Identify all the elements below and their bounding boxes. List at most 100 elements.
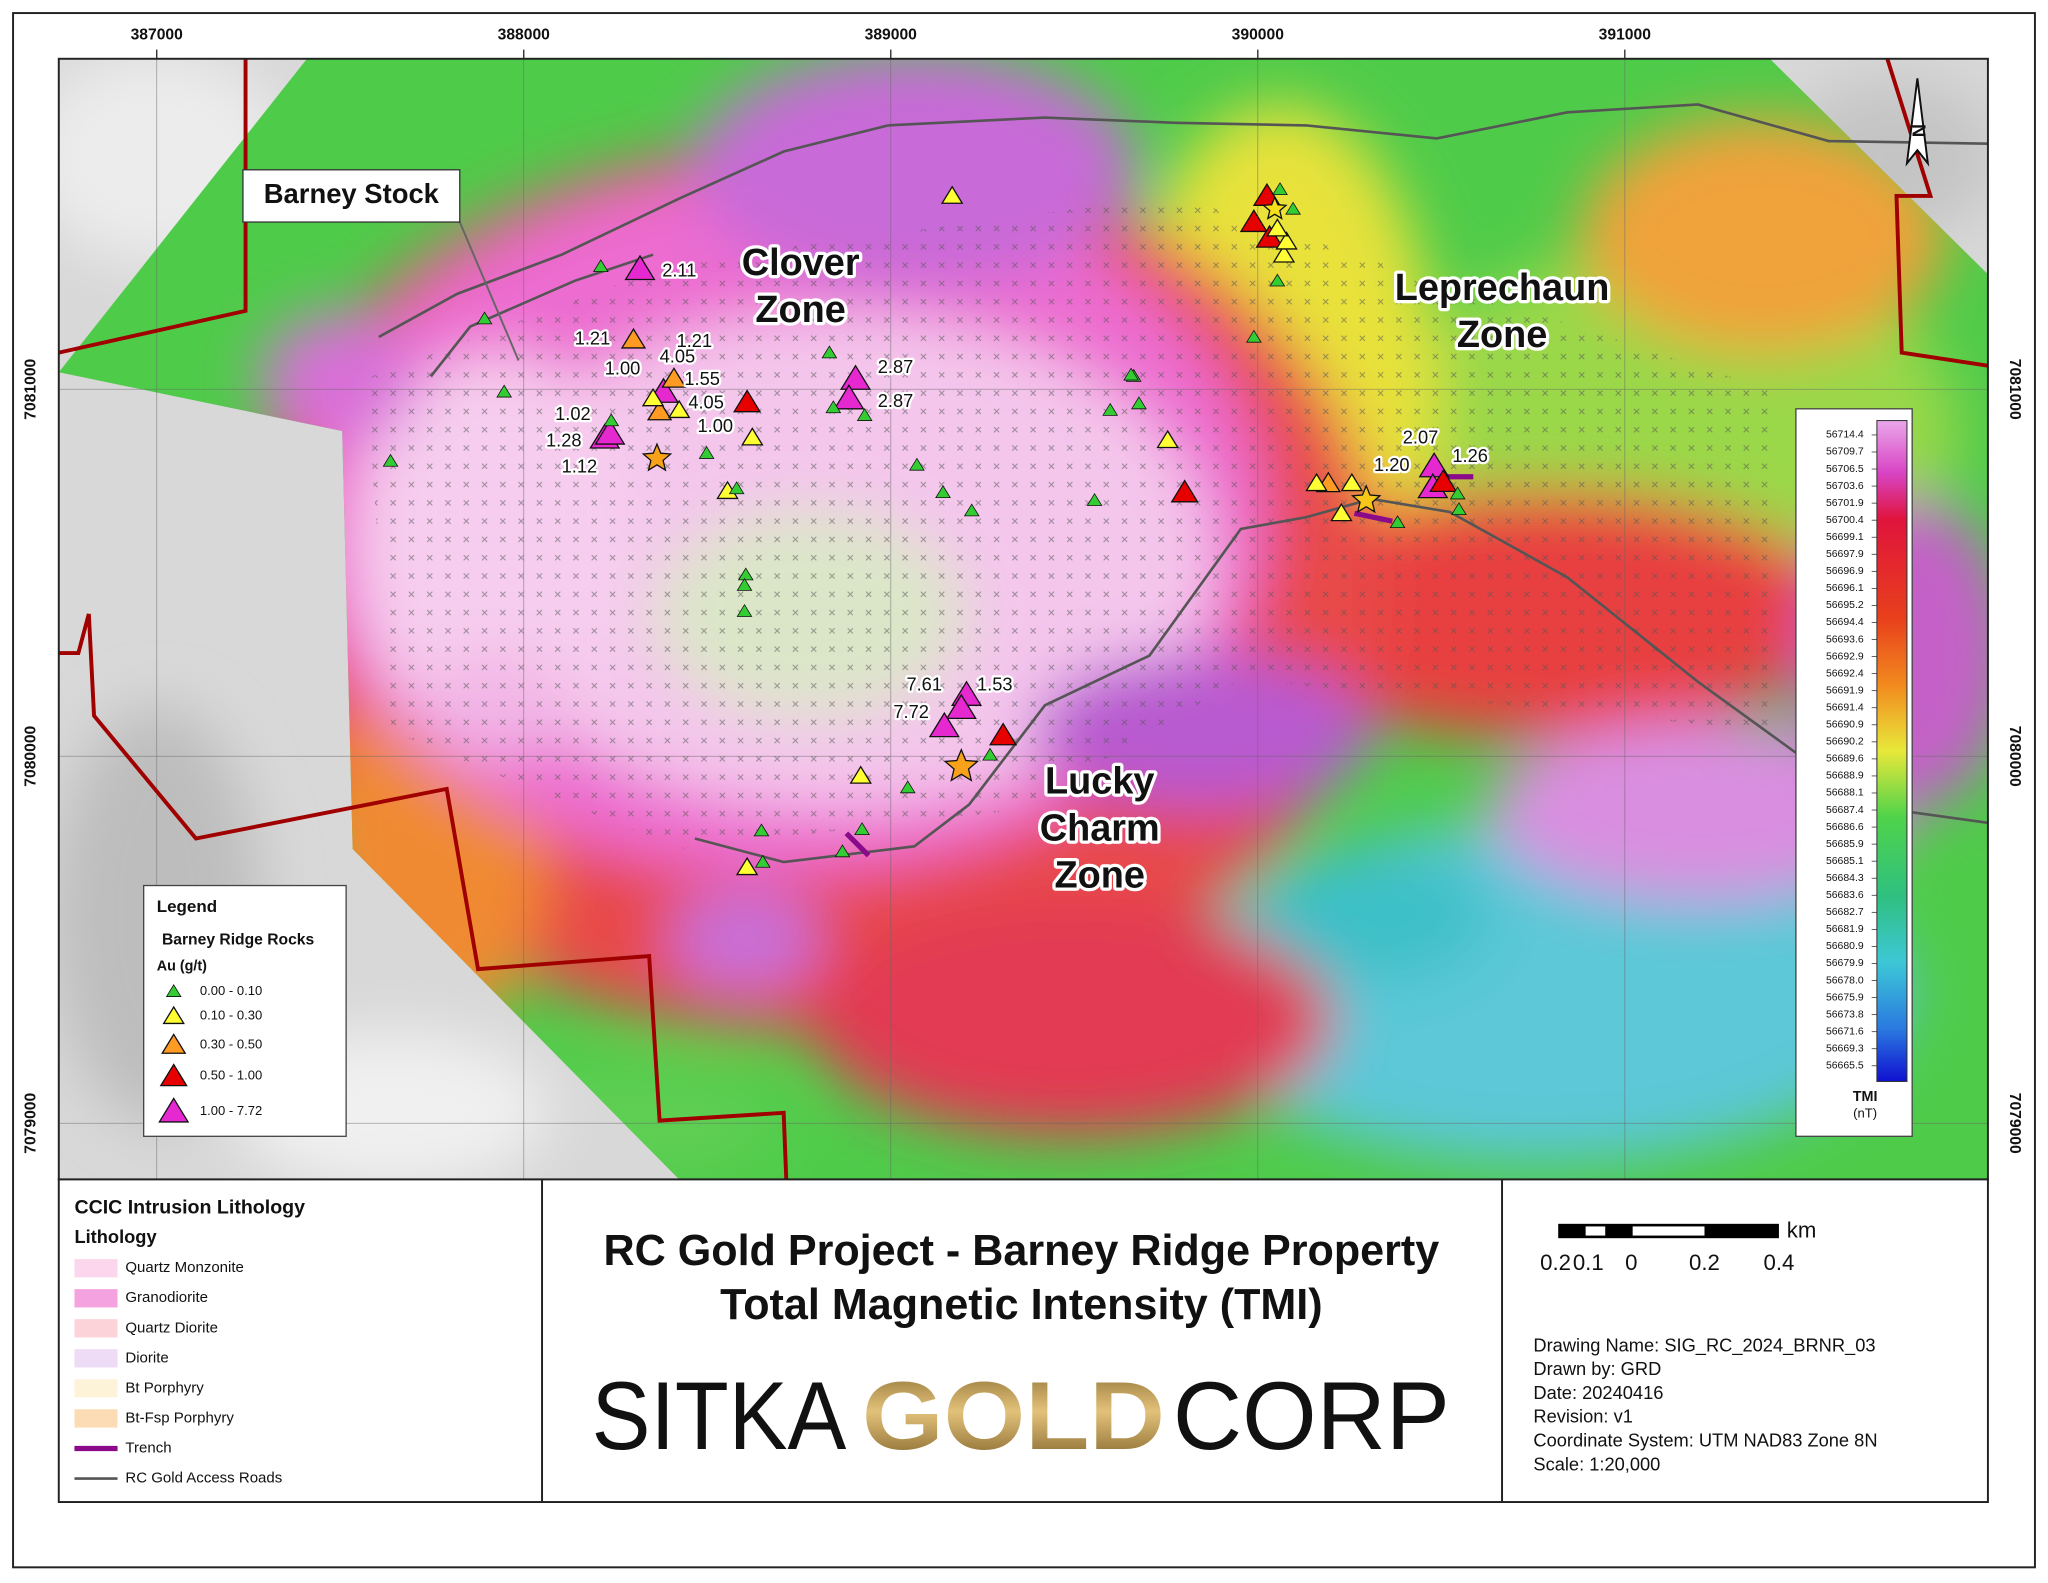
legend-symbol: [159, 1063, 188, 1087]
sample-symbol: [821, 345, 838, 359]
colorbar-label: 56695.2: [1826, 600, 1864, 611]
sample-symbol: [856, 408, 873, 421]
colorbar-ramp: [1876, 420, 1908, 1082]
colorbar-label: 56692.4: [1826, 668, 1864, 679]
colorbar-label: 56684.3: [1826, 873, 1864, 884]
colorbar-label: 56689.6: [1826, 754, 1864, 765]
colorbar-label: 56678.0: [1826, 975, 1864, 986]
scale-label: 0.4: [1764, 1250, 1795, 1275]
sample-symbol: [667, 399, 691, 419]
easting-label: 389000: [865, 26, 918, 43]
sample-symbol: [594, 419, 626, 445]
northing-label: 7081000: [2006, 359, 2023, 420]
colorbar-label: 56687.4: [1826, 805, 1864, 816]
colorbar-label: 56681.9: [1826, 924, 1864, 935]
sample-symbol: [592, 259, 609, 273]
colorbar-label: 56665.5: [1826, 1061, 1864, 1072]
lithology-item: Trench: [125, 1439, 171, 1456]
sample-symbol: [940, 185, 964, 204]
legend-box: [143, 884, 347, 1137]
sample-label: 1.21: [677, 330, 713, 351]
logo-word-gold: GOLD: [862, 1363, 1165, 1470]
legend-unit: Au (g/t): [157, 958, 207, 974]
lithology-heading: CCIC Intrusion Lithology: [74, 1196, 305, 1218]
colorbar-label: 56697.9: [1826, 549, 1864, 560]
easting-label: 387000: [131, 26, 184, 43]
access-road: [429, 253, 654, 377]
legend-class: 0.00 - 0.10: [200, 983, 262, 998]
sample-symbol: [496, 384, 513, 398]
sample-symbol: [661, 367, 687, 388]
property-boundary: [58, 58, 248, 355]
scale-unit: km: [1787, 1218, 1817, 1243]
colorbar-label: 56699.1: [1826, 532, 1864, 543]
sample-symbol: [603, 413, 620, 427]
sample-symbol: [1269, 273, 1286, 287]
lithology-item: RC Gold Access Roads: [125, 1469, 282, 1486]
northing-label: 7080000: [2006, 726, 2023, 787]
sample-label: 1.12: [562, 455, 598, 476]
map-subtitle: Total Magnetic Intensity (TMI): [720, 1281, 1323, 1329]
sample-symbol: [736, 577, 753, 591]
sample-symbol: [1429, 468, 1458, 493]
lithology-swatch: [74, 1289, 118, 1308]
lithology-item: Diorite: [125, 1349, 168, 1366]
sample-symbol: [1275, 231, 1298, 250]
zone-label: Zone: [1055, 855, 1145, 897]
sample-symbol: [963, 503, 980, 517]
northing-label: 7079000: [2006, 1093, 2023, 1154]
sample-symbol: [754, 854, 771, 868]
colorbar-label: 56693.6: [1826, 634, 1864, 645]
sample-symbol: [1102, 402, 1119, 416]
trench: [844, 831, 871, 858]
lithology-swatch: [74, 1409, 118, 1428]
sample-symbol: [1156, 429, 1179, 449]
sample-symbol: [737, 567, 754, 581]
colorbar-label: 56669.3: [1826, 1043, 1864, 1054]
sample-symbol: [620, 327, 647, 349]
lithology-item: Quartz Monzonite: [125, 1259, 244, 1276]
north-arrow-shape: [1905, 78, 1930, 167]
zone-label: Clover: [742, 242, 860, 284]
colorbar-label: 56709.7: [1826, 447, 1864, 458]
sample-symbol: [735, 856, 759, 876]
colorbar-label: 56706.5: [1826, 464, 1864, 475]
map-frame: Barney Stock 2.11 1.21 1.21 1.00 4.051.554.0…: [58, 58, 1988, 1180]
sample-label: 1.00: [605, 357, 641, 378]
callout-label: Barney Stock: [264, 178, 440, 209]
lithology-legend: CCIC Intrusion Lithology Lithology Quart…: [74, 1196, 305, 1486]
legend: Legend Barney Ridge Rocks Au (g/t) 0.00 …: [143, 884, 347, 1137]
colorbar-label: 56675.9: [1826, 992, 1864, 1003]
colorbar-title: TMI: [1853, 1089, 1878, 1105]
easting-label: 390000: [1232, 26, 1285, 43]
colorbar-label: 56696.1: [1826, 583, 1864, 594]
lithology-swatch: [74, 1259, 118, 1278]
sample-symbol: [909, 457, 925, 471]
callout-leader: [458, 221, 520, 361]
lithology-item: Bt-Fsp Porphyry: [125, 1409, 234, 1426]
north-arrow: N: [1905, 78, 1930, 167]
northing-label: 7081000: [22, 358, 39, 419]
sample-symbol: [1123, 367, 1139, 381]
legend-symbol: [158, 1097, 190, 1123]
lithology-item: Quartz Diorite: [125, 1319, 218, 1336]
lithology-swatch: [74, 1379, 118, 1398]
access-road: [694, 497, 1988, 864]
zone-label: Zone: [1457, 314, 1547, 356]
easting-label: 388000: [498, 26, 551, 43]
colorbar-label: 56696.9: [1826, 566, 1864, 577]
map-labels: Barney Stock 2.11 1.21 1.21 1.00 4.051.554.0…: [242, 169, 1613, 900]
colorbar: TMI (nT) 56714.4 56709.7 56706.5 56703.6 567…: [1795, 408, 1913, 1137]
colorbar-label: 56686.6: [1826, 822, 1864, 833]
legend-title: Legend: [157, 897, 217, 916]
legend-class: 1.00 - 7.72: [200, 1103, 262, 1118]
sample-symbol: [698, 445, 715, 459]
sample-label: 2.07: [1403, 427, 1439, 448]
scale-label: 0.1: [1573, 1250, 1604, 1275]
trench: [1353, 510, 1393, 524]
sample-symbol: [854, 822, 870, 835]
colorbar-unit: (nT): [1853, 1106, 1877, 1121]
